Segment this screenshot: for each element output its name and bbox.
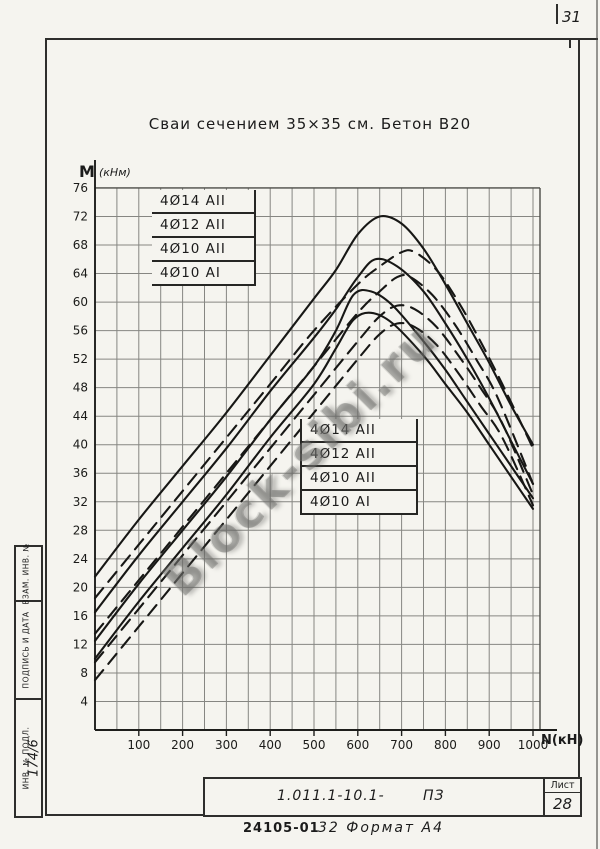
svg-text:64: 64 [73, 267, 88, 281]
legend-item: 4Ø14 АII [152, 190, 254, 214]
svg-text:12: 12 [73, 637, 88, 651]
document-type: ПЗ [423, 788, 445, 804]
curve-4Ø14 АII (сплошная) [93, 215, 535, 578]
svg-text:28: 28 [73, 523, 88, 537]
svg-text:500: 500 [303, 738, 326, 752]
y-axis-unit-label: (кНм) [99, 166, 131, 179]
svg-text:48: 48 [73, 381, 88, 395]
svg-text:76: 76 [73, 181, 88, 195]
svg-text:300: 300 [215, 738, 238, 752]
legend-item: 4Ø10 АI [302, 491, 416, 515]
svg-text:16: 16 [73, 609, 88, 623]
curve-4Ø14 АII (пунктир) [93, 249, 535, 600]
plot-frame [95, 187, 541, 730]
x-axis-label: N(кН) [541, 733, 584, 748]
svg-text:700: 700 [390, 738, 413, 752]
svg-text:60: 60 [73, 295, 88, 309]
svg-text:800: 800 [434, 738, 457, 752]
svg-text:32: 32 [73, 495, 88, 509]
curves [93, 215, 535, 682]
legend-inner: 4Ø14 АII 4Ø12 АII 4Ø10 АII 4Ø10 АI [300, 419, 418, 515]
title-block: 1.011.1-10.1- ПЗ Лист 28 [203, 777, 582, 817]
curve-4Ø10 АI (пунктир) [93, 321, 535, 682]
legend-top: 4Ø14 АII 4Ø12 АII 4Ø10 АII 4Ø10 АI [152, 190, 256, 286]
page-number-tick [556, 4, 558, 24]
svg-text:400: 400 [259, 738, 282, 752]
curve-4Ø12 АII (сплошная) [93, 257, 535, 614]
axes [94, 160, 557, 736]
curve-4Ø10 АII (сплошная) [93, 288, 535, 642]
svg-text:72: 72 [73, 209, 88, 223]
legend-item: 4Ø12 АII [302, 443, 416, 467]
title-block-main-cell: 1.011.1-10.1- ПЗ [205, 779, 543, 815]
side-cell-vzam: ВЗАМ. ИНВ. № [16, 543, 41, 604]
frame-tick-mark [569, 40, 571, 48]
svg-text:36: 36 [73, 466, 88, 480]
sheet-number: 28 [552, 795, 573, 813]
svg-text:40: 40 [73, 438, 88, 452]
footer-format-note: 32 Формат А4 [318, 820, 444, 836]
svg-text:20: 20 [73, 580, 88, 594]
curve-4Ø10 АII (пунктир) [93, 304, 535, 664]
legend-item: 4Ø10 АII [302, 467, 416, 491]
document-number: 1.011.1-10.1- [277, 788, 385, 804]
legend-item: 4Ø12 АII [152, 214, 254, 238]
svg-text:4: 4 [80, 694, 88, 708]
side-cell-podpis: ПОДПИСЬ И ДАТА [16, 602, 41, 700]
svg-text:900: 900 [478, 738, 501, 752]
svg-text:24: 24 [73, 552, 88, 566]
svg-text:52: 52 [73, 352, 88, 366]
svg-text:56: 56 [73, 324, 88, 338]
side-stamp-column: ВЗАМ. ИНВ. № ПОДПИСЬ И ДАТА ИНВ. № ПОДЛ.… [14, 543, 43, 818]
curve-4Ø10 АI (сплошная) [93, 311, 535, 660]
svg-text:44: 44 [73, 409, 88, 423]
chart-title: Сваи сечением 35×35 см. Бетон В20 [148, 115, 472, 133]
sheet-cell: Лист 28 [543, 779, 580, 815]
page-number: 31 [562, 8, 582, 26]
legend-item: 4Ø14 АII [302, 419, 416, 443]
svg-text:200: 200 [171, 738, 194, 752]
svg-text:8: 8 [80, 666, 88, 680]
legend-item: 4Ø10 АI [152, 262, 254, 286]
svg-text:100: 100 [127, 738, 150, 752]
curve-4Ø12 АII (пунктир) [93, 274, 535, 635]
frame-top-extension [580, 38, 598, 40]
svg-text:1000: 1000 [518, 738, 549, 752]
y-axis-label: M [79, 162, 95, 181]
footer-stamp: 24105-01 [243, 821, 320, 836]
svg-text:68: 68 [73, 238, 88, 252]
scan-edge-artifact [596, 0, 598, 849]
legend-item: 4Ø10 АII [152, 238, 254, 262]
svg-text:600: 600 [346, 738, 369, 752]
sheet-label: Лист [545, 779, 580, 793]
